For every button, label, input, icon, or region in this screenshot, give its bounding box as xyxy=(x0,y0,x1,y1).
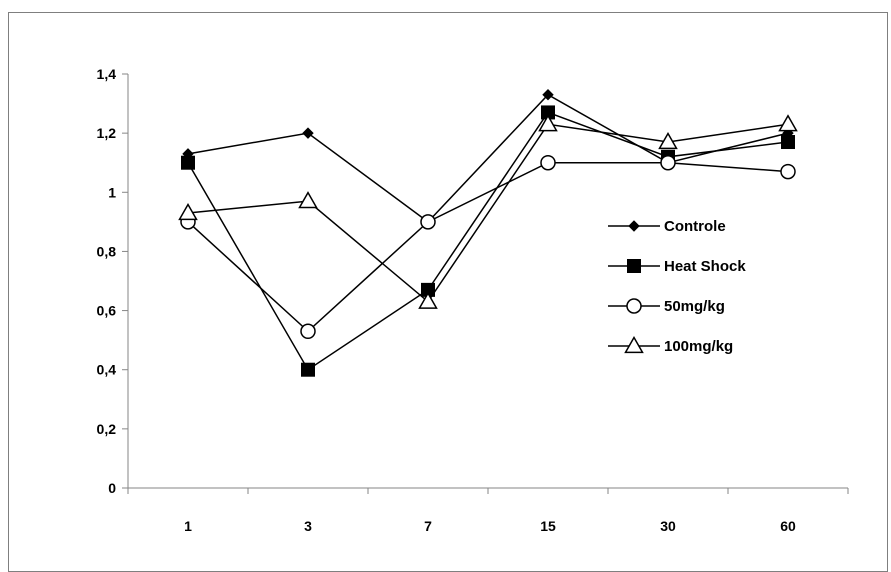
y-tick-label: 0,4 xyxy=(97,362,117,378)
y-tick-label: 1,2 xyxy=(97,125,117,141)
data-point xyxy=(418,291,438,309)
y-tick-label: 0,6 xyxy=(97,303,117,319)
x-tick-label: 3 xyxy=(304,518,312,534)
legend-item: 100mg/kg xyxy=(608,335,733,355)
legend-marker xyxy=(624,335,644,354)
data-point xyxy=(181,155,195,170)
data-point xyxy=(420,214,436,230)
y-tick-label: 0 xyxy=(108,480,116,496)
data-point xyxy=(660,154,676,171)
legend-marker xyxy=(626,298,642,314)
legend-label: 100mg/kg xyxy=(664,338,733,355)
data-point xyxy=(781,135,795,150)
data-point xyxy=(300,323,316,340)
data-point xyxy=(302,127,314,139)
series-circle xyxy=(180,154,796,340)
legend-marker xyxy=(628,220,640,232)
y-tick-label: 1 xyxy=(108,184,116,200)
data-point xyxy=(542,88,554,101)
series-square xyxy=(181,105,795,377)
series-triangle xyxy=(178,114,798,309)
x-tick-label: 30 xyxy=(660,518,676,534)
legend: Controle Heat Shock 50mg/kg 100mg/kg xyxy=(608,218,746,355)
x-tick-label: 15 xyxy=(540,518,556,534)
series-line xyxy=(187,123,789,303)
data-point xyxy=(538,114,558,132)
legend-label: Heat Shock xyxy=(664,258,746,275)
data-point xyxy=(540,154,556,171)
data-point xyxy=(780,163,796,180)
data-point xyxy=(301,362,315,377)
series-layer xyxy=(178,88,798,377)
legend-marker xyxy=(627,259,641,273)
chart-frame xyxy=(8,12,888,572)
legend-item: Controle xyxy=(608,218,726,235)
legend-label: 50mg/kg xyxy=(664,298,725,315)
legend-label: Controle xyxy=(664,218,726,235)
series-line xyxy=(187,111,789,371)
series-line xyxy=(187,93,789,223)
legend-item: Heat Shock xyxy=(608,258,746,275)
data-point xyxy=(178,202,198,221)
x-tick-label: 1 xyxy=(184,518,192,534)
x-tick-label: 7 xyxy=(424,518,432,534)
legend-item: 50mg/kg xyxy=(608,298,725,315)
series-diamond xyxy=(182,88,794,228)
x-tick-label: 60 xyxy=(780,518,796,534)
data-point xyxy=(778,114,798,132)
data-point xyxy=(298,191,318,209)
y-tick-label: 1,4 xyxy=(97,66,117,82)
data-point xyxy=(658,132,678,150)
y-tick-label: 0,2 xyxy=(97,421,117,437)
y-tick-label: 0,8 xyxy=(97,243,117,259)
series-line xyxy=(187,161,789,333)
axes: 0 0,2 0,4 0,6 0,8 1 1,2 1,4 1 3 7 15 30 60 xyxy=(97,66,849,534)
